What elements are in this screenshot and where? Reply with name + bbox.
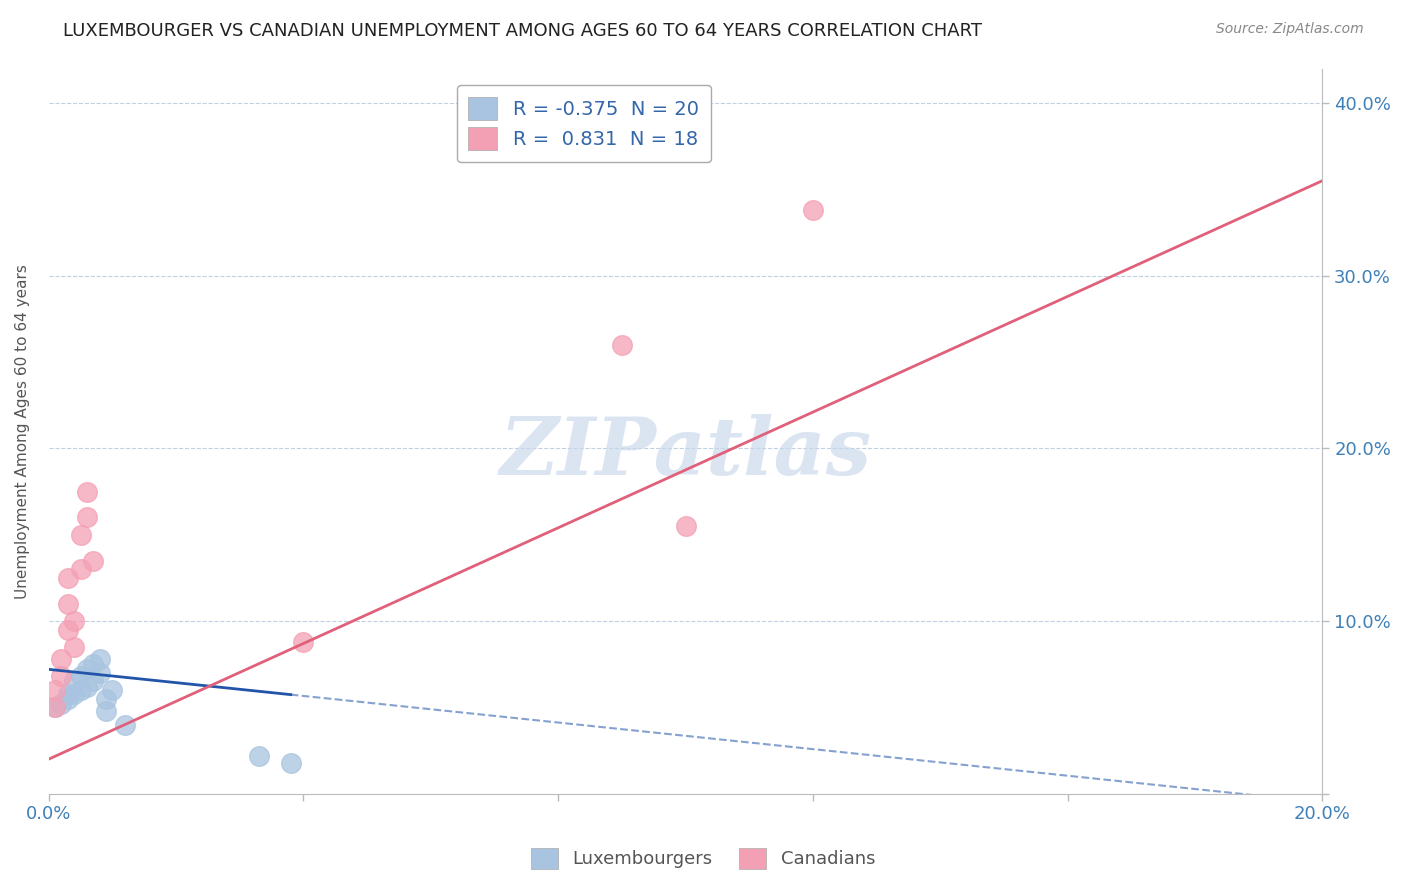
Point: [94, 691, 117, 706]
Point: [76, 510, 98, 524]
Y-axis label: Unemployment Among Ages 60 to 64 years: Unemployment Among Ages 60 to 64 years: [15, 264, 30, 599]
Point: [610, 338, 633, 352]
Point: [44, 683, 66, 698]
Point: [675, 519, 697, 533]
Point: [247, 748, 270, 763]
Point: [82, 674, 104, 689]
Point: [56, 623, 79, 637]
Point: [63, 614, 86, 628]
Point: [69, 669, 91, 683]
Point: [94, 704, 117, 718]
Point: [69, 683, 91, 698]
Text: ZIPatlas: ZIPatlas: [499, 414, 872, 491]
Point: [44, 700, 66, 714]
Point: [292, 634, 315, 648]
Point: [69, 562, 91, 576]
Point: [51, 697, 73, 711]
Point: [63, 687, 86, 701]
Legend: Luxembourgers, Canadians: Luxembourgers, Canadians: [523, 840, 883, 876]
Point: [63, 640, 86, 654]
Point: [51, 669, 73, 683]
Point: [280, 756, 302, 770]
Point: [76, 680, 98, 694]
Legend: R = -0.375  N = 20, R =  0.831  N = 18: R = -0.375 N = 20, R = 0.831 N = 18: [457, 86, 710, 161]
Point: [76, 662, 98, 676]
Point: [82, 553, 104, 567]
Point: [69, 527, 91, 541]
Point: [101, 683, 124, 698]
Point: [89, 652, 111, 666]
Point: [56, 597, 79, 611]
Point: [56, 571, 79, 585]
Point: [56, 687, 79, 701]
Point: [89, 665, 111, 680]
Point: [114, 717, 136, 731]
Point: [44, 700, 66, 714]
Text: LUXEMBOURGER VS CANADIAN UNEMPLOYMENT AMONG AGES 60 TO 64 YEARS CORRELATION CHAR: LUXEMBOURGER VS CANADIAN UNEMPLOYMENT AM…: [63, 22, 983, 40]
Point: [63, 674, 86, 689]
Point: [801, 203, 824, 218]
Point: [51, 652, 73, 666]
Point: [82, 657, 104, 672]
Point: [56, 691, 79, 706]
Text: Source: ZipAtlas.com: Source: ZipAtlas.com: [1216, 22, 1364, 37]
Point: [76, 484, 98, 499]
